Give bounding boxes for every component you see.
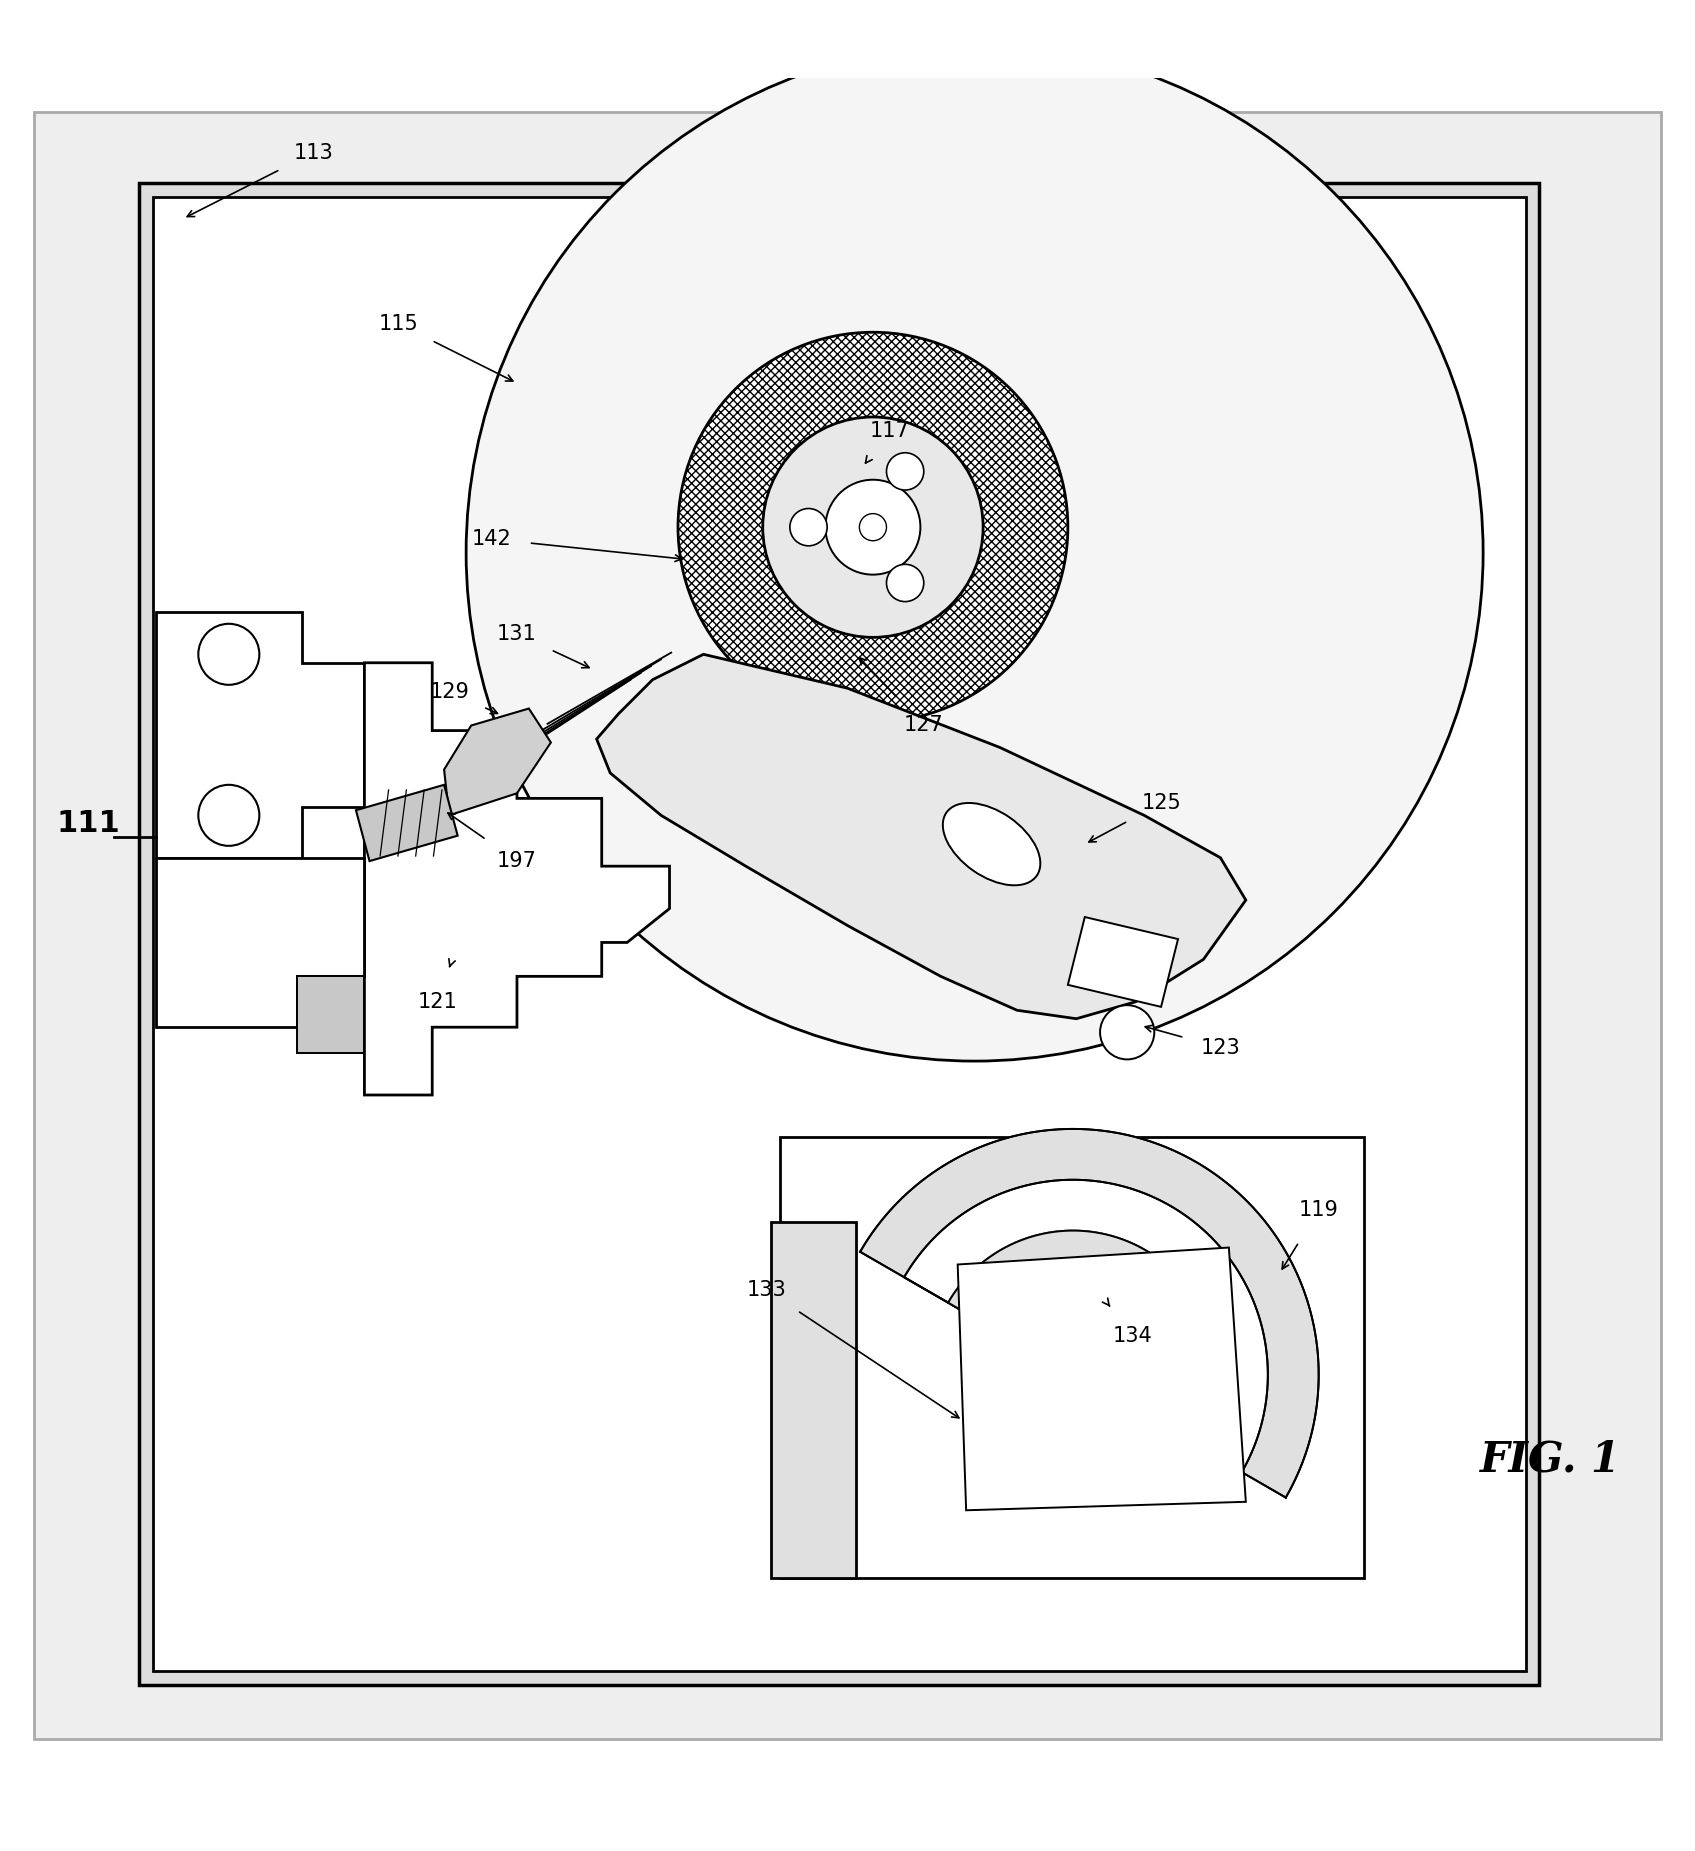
Text: 115: 115 bbox=[378, 315, 419, 333]
Bar bbox=[153, 196, 1526, 1671]
Circle shape bbox=[886, 453, 924, 491]
Text: 121: 121 bbox=[417, 992, 458, 1012]
Circle shape bbox=[790, 509, 827, 546]
Polygon shape bbox=[992, 1281, 1166, 1422]
Text: 134: 134 bbox=[1112, 1325, 1153, 1346]
Polygon shape bbox=[1068, 916, 1178, 1007]
Polygon shape bbox=[444, 709, 551, 814]
Text: 142: 142 bbox=[471, 529, 512, 550]
Circle shape bbox=[198, 624, 259, 685]
Polygon shape bbox=[958, 1248, 1246, 1510]
Polygon shape bbox=[156, 613, 364, 857]
Text: 129: 129 bbox=[429, 681, 470, 702]
Polygon shape bbox=[597, 653, 1246, 1018]
Bar bbox=[780, 1137, 1364, 1579]
Polygon shape bbox=[297, 975, 364, 1053]
Polygon shape bbox=[356, 785, 458, 861]
Text: 123: 123 bbox=[1200, 1038, 1241, 1057]
Text: 113: 113 bbox=[293, 143, 334, 163]
Text: 125: 125 bbox=[1141, 794, 1181, 813]
Polygon shape bbox=[859, 1129, 1319, 1497]
Circle shape bbox=[198, 785, 259, 846]
Text: 119: 119 bbox=[1298, 1199, 1339, 1220]
Polygon shape bbox=[903, 1179, 1268, 1472]
Text: 133: 133 bbox=[746, 1279, 786, 1299]
Circle shape bbox=[763, 416, 983, 637]
Circle shape bbox=[859, 513, 886, 540]
Ellipse shape bbox=[942, 803, 1041, 885]
Circle shape bbox=[1100, 1005, 1154, 1059]
Text: 117: 117 bbox=[870, 420, 910, 441]
Polygon shape bbox=[992, 1281, 1166, 1422]
Polygon shape bbox=[948, 1231, 1217, 1447]
Circle shape bbox=[825, 479, 920, 574]
Polygon shape bbox=[364, 663, 670, 1096]
Polygon shape bbox=[859, 1129, 1319, 1497]
Text: 197: 197 bbox=[497, 851, 537, 872]
Text: FIG. 1: FIG. 1 bbox=[1480, 1438, 1622, 1481]
Bar bbox=[139, 183, 1539, 1684]
Text: 131: 131 bbox=[497, 624, 537, 644]
Bar bbox=[771, 1222, 856, 1579]
Circle shape bbox=[678, 331, 1068, 722]
Polygon shape bbox=[948, 1231, 1217, 1447]
Polygon shape bbox=[156, 857, 364, 1027]
Text: 127: 127 bbox=[903, 716, 944, 735]
Text: 111: 111 bbox=[56, 809, 120, 839]
Circle shape bbox=[466, 44, 1483, 1061]
Polygon shape bbox=[903, 1179, 1268, 1472]
Circle shape bbox=[886, 565, 924, 602]
